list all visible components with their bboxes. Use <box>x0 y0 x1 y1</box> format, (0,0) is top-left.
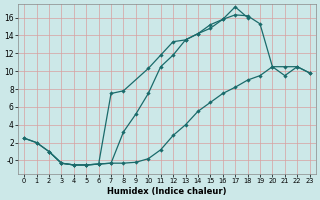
X-axis label: Humidex (Indice chaleur): Humidex (Indice chaleur) <box>107 187 227 196</box>
